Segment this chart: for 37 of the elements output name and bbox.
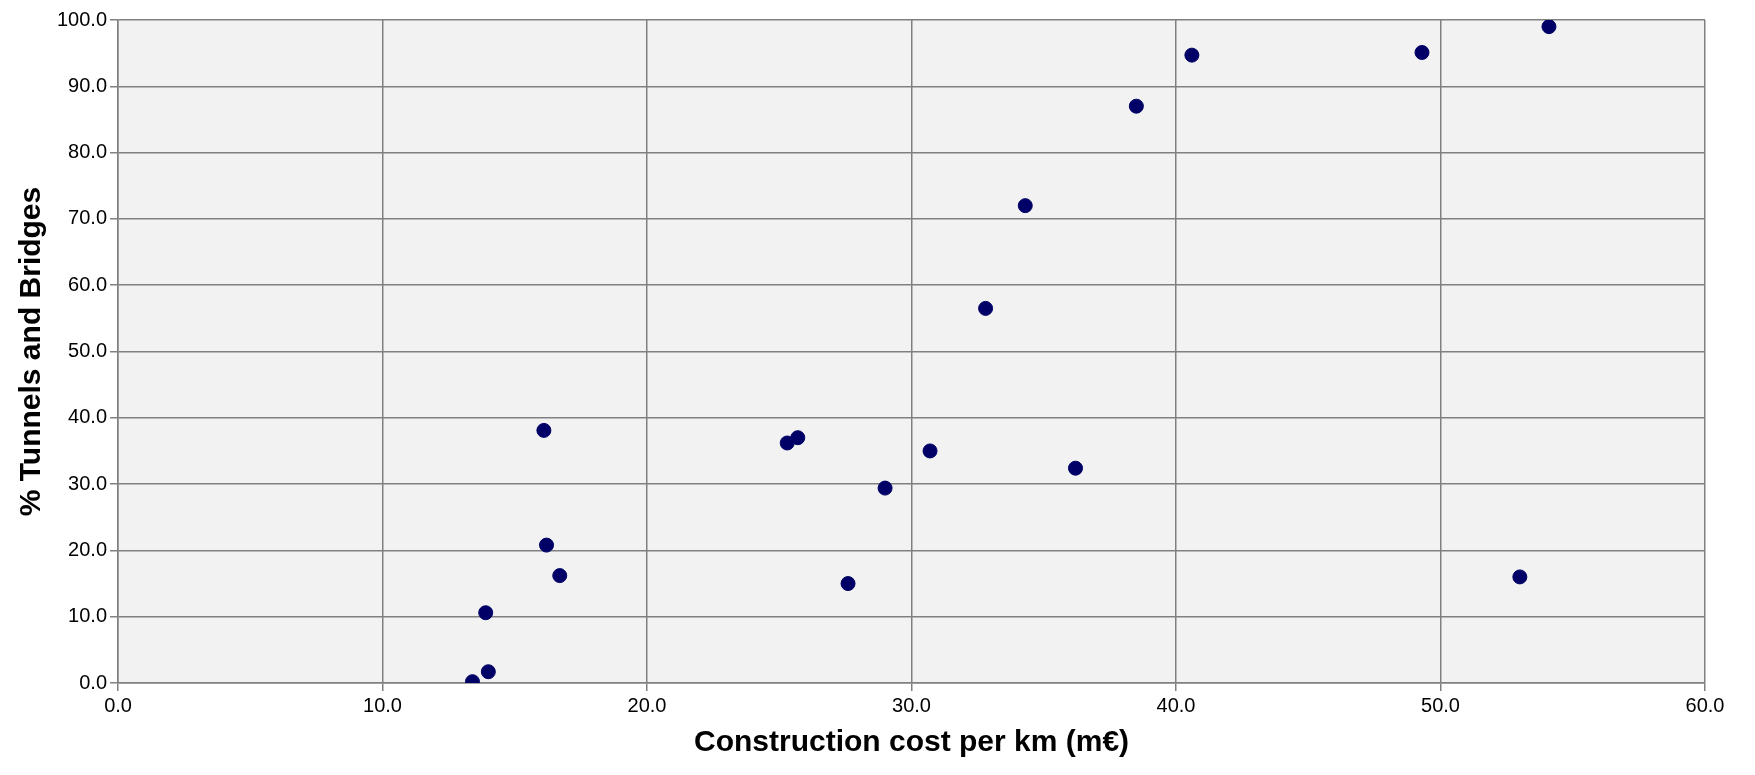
point: [922, 443, 938, 459]
x-tick-label: 0.0: [104, 693, 132, 716]
y-tick-label: 0.0: [79, 670, 108, 693]
point: [1068, 460, 1084, 476]
point: [1128, 98, 1144, 114]
point: [978, 300, 994, 316]
y-axis-title: % Tunnels and Bridges: [13, 186, 47, 517]
point: [539, 537, 555, 553]
y-tick-label: 50.0: [68, 339, 108, 362]
point: [536, 422, 552, 438]
y-tick-label: 20.0: [68, 537, 108, 560]
x-tick-label: 10.0: [363, 693, 403, 716]
point: [1017, 198, 1033, 214]
y-tick-label: 80.0: [68, 140, 108, 163]
point: [1541, 20, 1557, 35]
y-tick-label: 10.0: [68, 604, 108, 627]
point: [1512, 569, 1528, 585]
point: [840, 576, 856, 592]
x-tick-label: 20.0: [627, 693, 667, 716]
point: [552, 568, 568, 584]
point: [480, 664, 496, 680]
y-tick-label: 100.0: [56, 7, 108, 30]
y-tick-label: 30.0: [68, 471, 108, 494]
point: [1414, 44, 1430, 60]
y-tick-label: 70.0: [68, 206, 108, 229]
y-tick-label: 40.0: [68, 405, 108, 428]
x-axis-title: Construction cost per km (m€): [693, 724, 1130, 758]
point: [478, 605, 494, 621]
x-tick-label: 50.0: [1421, 693, 1460, 716]
x-tick-label: 40.0: [1156, 693, 1196, 716]
point: [877, 480, 893, 496]
x-tick-label: 30.0: [892, 693, 931, 716]
x-tick-label: 60.0: [1685, 693, 1725, 716]
y-tick-label: 60.0: [68, 272, 108, 295]
point: [790, 430, 806, 446]
point: [1184, 47, 1200, 63]
y-tick-label: 90.0: [68, 73, 108, 96]
